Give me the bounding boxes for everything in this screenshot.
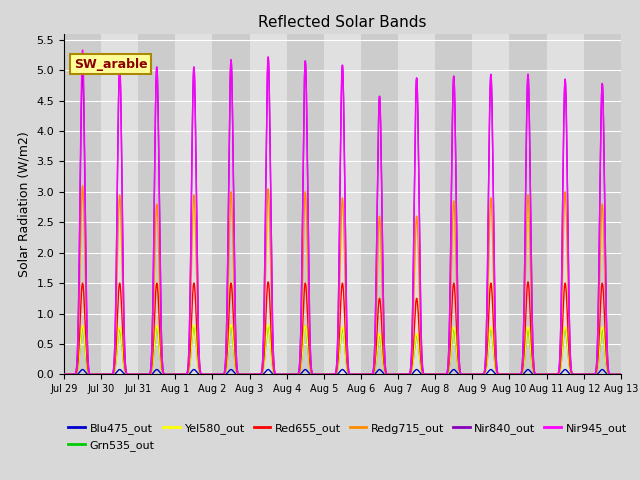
Title: Reflected Solar Bands: Reflected Solar Bands xyxy=(258,15,427,30)
Bar xyxy=(138,34,175,374)
Bar xyxy=(361,34,398,374)
Bar xyxy=(324,34,361,374)
Bar xyxy=(472,34,509,374)
Y-axis label: Solar Radiation (W/m2): Solar Radiation (W/m2) xyxy=(18,131,31,277)
Bar xyxy=(101,34,138,374)
Bar xyxy=(398,34,435,374)
Bar xyxy=(287,34,324,374)
Bar xyxy=(64,34,101,374)
Bar xyxy=(435,34,472,374)
Bar xyxy=(509,34,547,374)
Bar xyxy=(212,34,250,374)
Bar xyxy=(547,34,584,374)
Bar xyxy=(175,34,212,374)
Legend: Blu475_out, Grn535_out, Yel580_out, Red655_out, Redg715_out, Nir840_out, Nir945_: Blu475_out, Grn535_out, Yel580_out, Red6… xyxy=(64,419,631,455)
Text: SW_arable: SW_arable xyxy=(74,58,148,71)
Bar xyxy=(584,34,621,374)
Bar xyxy=(250,34,287,374)
